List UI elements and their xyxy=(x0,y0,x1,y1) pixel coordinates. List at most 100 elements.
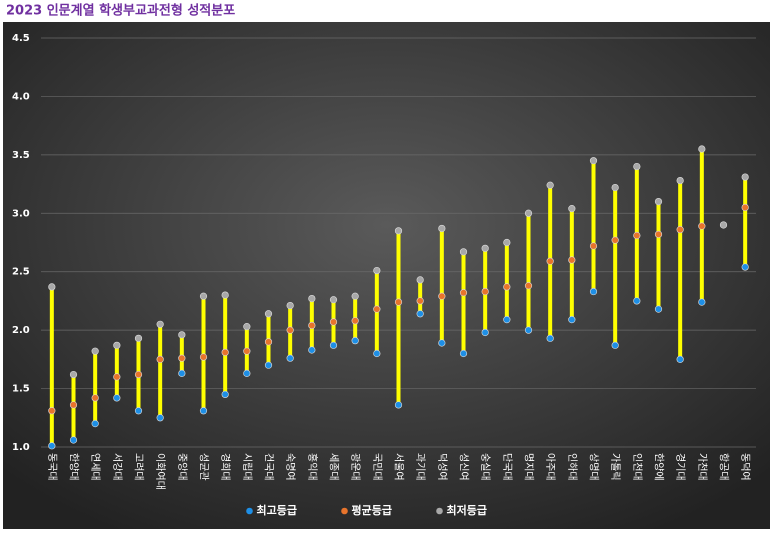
point xyxy=(199,353,208,361)
point xyxy=(243,347,251,355)
legend-marker xyxy=(436,507,443,515)
point xyxy=(373,305,381,313)
point xyxy=(481,244,489,252)
point xyxy=(156,355,164,363)
x-tick-label: 동덕여 xyxy=(739,453,751,481)
point xyxy=(589,242,598,250)
point xyxy=(286,302,294,310)
range-bar xyxy=(591,160,596,292)
point xyxy=(611,236,619,244)
point xyxy=(286,326,294,334)
point xyxy=(178,369,186,377)
chart-title: 2023 인문계열 학생부교과전형 성적분포 xyxy=(6,3,235,19)
point xyxy=(156,320,164,328)
x-tick-label: 이화여대 xyxy=(154,453,166,490)
point xyxy=(351,292,359,300)
x-tick-label: 홍익대 xyxy=(306,453,319,481)
point xyxy=(633,297,641,305)
x-tick-label: 아주대 xyxy=(544,453,556,481)
point xyxy=(698,298,706,306)
chart-area xyxy=(3,22,770,529)
point xyxy=(524,326,533,334)
y-tick-label: 2.0 xyxy=(12,325,30,336)
range-bar xyxy=(439,228,444,343)
x-tick-label: 명지대 xyxy=(523,453,535,481)
range-bar xyxy=(504,242,509,320)
point xyxy=(264,310,273,318)
y-tick-label: 2.5 xyxy=(12,267,30,278)
range-bar xyxy=(179,334,184,374)
point xyxy=(546,257,554,265)
legend-label: 평균등급 xyxy=(352,503,392,517)
x-tick-label: 시립대 xyxy=(241,453,254,481)
point xyxy=(329,341,338,349)
point xyxy=(481,328,489,337)
point xyxy=(546,334,554,342)
legend-marker xyxy=(341,507,348,515)
point xyxy=(633,231,641,240)
point xyxy=(69,370,78,379)
point xyxy=(221,348,229,356)
point xyxy=(243,323,251,331)
point xyxy=(199,292,208,300)
point xyxy=(156,414,164,422)
point xyxy=(416,310,424,318)
point xyxy=(481,287,489,296)
point xyxy=(416,276,424,284)
point xyxy=(113,373,121,381)
x-tick-label: 덕성여 xyxy=(436,453,448,481)
point xyxy=(459,289,468,297)
point xyxy=(654,230,663,238)
x-tick-label: 국민대 xyxy=(371,453,383,481)
point xyxy=(546,181,554,189)
point xyxy=(568,256,576,264)
x-tick-label: 건국대 xyxy=(263,453,275,481)
point xyxy=(741,173,749,181)
range-bar xyxy=(93,351,98,424)
point xyxy=(394,227,403,235)
x-tick-label: 경희대 xyxy=(219,453,232,481)
point xyxy=(308,294,316,303)
range-bar xyxy=(223,295,228,395)
x-tick-label: 가천대 xyxy=(696,453,708,481)
point xyxy=(308,321,316,330)
point xyxy=(264,361,273,369)
x-tick-label: 광운대 xyxy=(349,453,361,481)
y-tick-label: 1.0 xyxy=(12,442,30,453)
point xyxy=(221,390,229,399)
range-bar xyxy=(743,177,748,268)
point xyxy=(199,407,208,415)
point xyxy=(329,318,338,326)
point xyxy=(568,316,576,324)
point xyxy=(416,297,424,305)
x-tick-label: 서강대 xyxy=(111,453,123,481)
range-bar xyxy=(461,251,466,354)
point xyxy=(589,287,598,296)
legend-marker xyxy=(246,507,253,515)
range-bar xyxy=(656,201,661,310)
x-tick-label: 숙명여 xyxy=(284,453,296,481)
range-bar xyxy=(678,180,683,360)
range-bar xyxy=(114,345,119,398)
x-tick-label: 세종대 xyxy=(328,453,340,481)
x-tick-label: 한양대 xyxy=(68,453,80,481)
point xyxy=(308,346,316,354)
point xyxy=(698,145,706,153)
range-bar xyxy=(158,324,163,418)
x-tick-label: 한양에 xyxy=(653,453,665,481)
x-tick-label: 상명대 xyxy=(588,453,600,481)
point xyxy=(438,292,446,300)
point xyxy=(719,221,728,229)
point xyxy=(264,338,273,346)
point xyxy=(459,248,468,256)
point xyxy=(373,349,381,358)
point xyxy=(503,238,511,247)
point xyxy=(503,316,511,324)
y-tick-label: 4.0 xyxy=(12,91,30,102)
legend-label: 최저등급 xyxy=(447,503,487,517)
point xyxy=(503,283,511,291)
point xyxy=(351,337,359,345)
y-tick-label: 1.5 xyxy=(12,384,30,395)
point xyxy=(394,401,403,409)
x-tick-label: 고려대 xyxy=(133,453,145,481)
